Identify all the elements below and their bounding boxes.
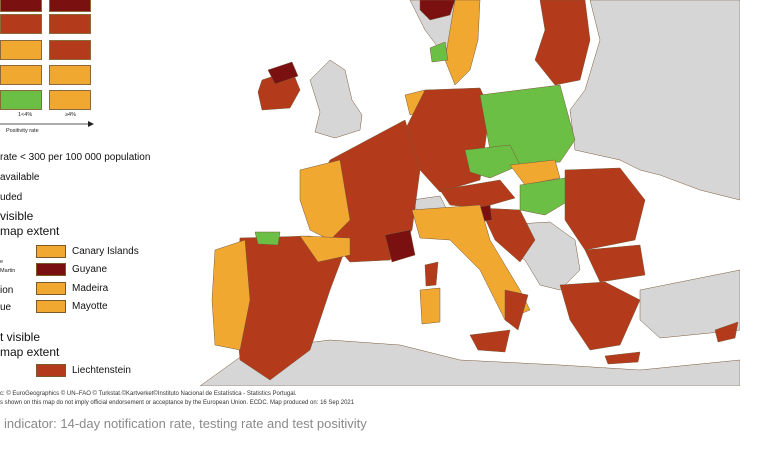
legend-cell	[0, 14, 42, 34]
legend-swatch-madeira	[36, 282, 66, 295]
legend-cell	[0, 65, 42, 85]
region-crete	[604, 351, 641, 365]
region-finland	[534, 0, 591, 86]
legend-swatch-guyane	[36, 263, 66, 276]
russia-belarus-ukraine	[569, 0, 740, 201]
europe-map	[199, 0, 740, 386]
region-greece	[559, 281, 641, 351]
legend-cell	[49, 40, 91, 60]
region-denmark	[429, 41, 449, 63]
legend-excluded: uded	[0, 192, 23, 203]
legend-notification-rate: rate < 300 per 100 000 population	[0, 152, 151, 163]
legend-swatch-mayotte	[36, 300, 66, 313]
region-spain-north	[299, 235, 351, 263]
region-portugal	[211, 239, 251, 351]
region-corsica	[424, 261, 439, 287]
region-cyprus	[714, 321, 739, 343]
legend-cell	[49, 65, 91, 85]
legend-cell	[49, 0, 91, 12]
turkey	[639, 269, 740, 339]
legend-region-liechtenstein: Liechtenstein	[72, 365, 131, 376]
legend-cell	[49, 14, 91, 34]
legend-axis-label: Positivity rate	[6, 128, 39, 134]
region-romania	[564, 167, 646, 251]
map-disclaimer: s shown on this map do not imply officia…	[0, 400, 355, 406]
legend-region-canary: Canary Islands	[72, 246, 139, 257]
legend-region-guyane: Guyane	[72, 264, 108, 275]
legend-cell	[49, 90, 91, 110]
region-sicily	[469, 329, 511, 353]
legend-axis-arrow	[0, 121, 94, 127]
legend-cell	[0, 0, 42, 12]
region-bulgaria	[584, 244, 646, 283]
region-norway-dark	[419, 0, 456, 21]
region-czechia	[464, 144, 521, 179]
region-northern-ireland	[267, 61, 299, 85]
legend-region-madeira: Madeira	[72, 283, 109, 294]
legend-not-visible-header-1b: map extent	[0, 224, 60, 238]
legend-cut-label: Martin	[0, 268, 16, 274]
legend-not-visible-header-1a: visible	[0, 209, 34, 223]
region-sardinia	[419, 287, 441, 325]
legend-region-mayotte: Mayotte	[72, 301, 108, 312]
legend-cell	[0, 40, 42, 60]
legend-swatch-canary	[36, 245, 66, 258]
legend-cut-label: ue	[0, 302, 12, 313]
legend-not-visible-header-2b: map extent	[0, 345, 60, 359]
map-frame: 1<4% ≥4% Positivity rate rate < 300 per …	[0, 0, 740, 386]
figure-caption: indicator: 14-day notification rate, tes…	[4, 416, 367, 431]
region-galicia-green	[254, 231, 281, 246]
region-provence	[384, 229, 416, 263]
legend-swatch-liechtenstein	[36, 364, 66, 377]
legend-cell	[0, 90, 42, 110]
great-britain	[309, 59, 363, 139]
legend-cut-label: ion	[0, 285, 14, 296]
region-calabria	[504, 289, 529, 331]
non-eu-landmass	[199, 0, 740, 386]
legend-col-low: 1<4%	[18, 112, 33, 118]
legend-cut-label: e	[0, 259, 4, 265]
eu-regions	[211, 0, 739, 381]
map-attribution: c: © EuroGeographics © UN–FAO © Turkstat…	[0, 391, 297, 397]
region-austria	[439, 179, 516, 209]
legend-not-available: available	[0, 172, 40, 183]
region-croatia	[479, 207, 536, 263]
region-hungary	[519, 177, 571, 216]
region-slovakia	[509, 159, 561, 186]
legend-col-high: ≥4%	[65, 112, 76, 118]
legend-not-visible-header-2a: t visible	[0, 330, 41, 344]
